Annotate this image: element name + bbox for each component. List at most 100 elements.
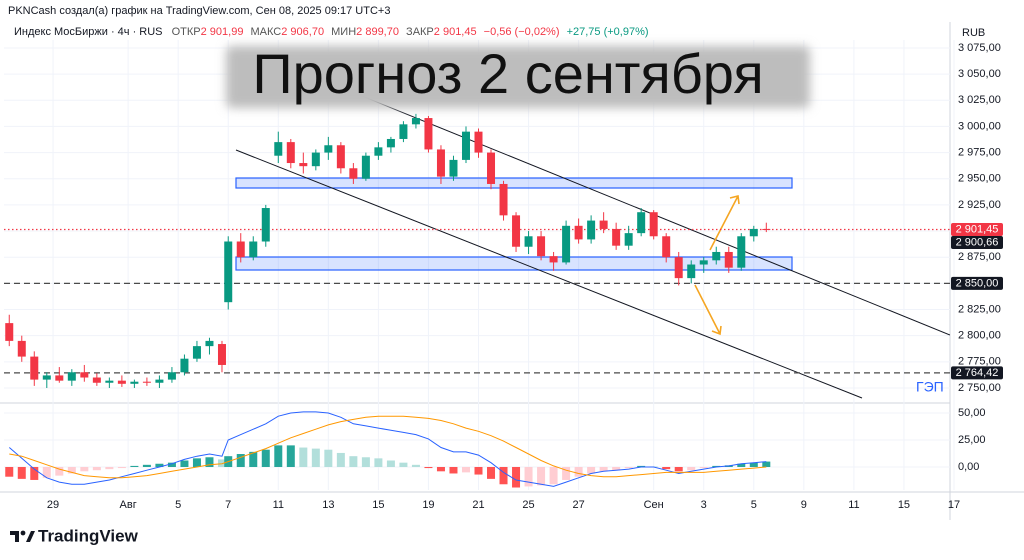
candle-body [142,381,151,383]
price-label-bg [951,276,1003,290]
histogram-bar [311,448,320,467]
x-tick-label: 7 [225,499,231,511]
candle-body [637,212,646,234]
ohlc-label: ОТКР [172,26,201,38]
candle-body [461,131,470,160]
zone [235,177,793,189]
x-tick-label: 15 [898,499,910,511]
candle-body [274,142,283,156]
histogram-bar [349,456,358,467]
histogram-bar [574,466,583,477]
y-tick-label: 2 800,00 [958,330,1001,342]
y-tick-label: 3 000,00 [958,120,1001,132]
histogram-bar [192,458,201,467]
histogram-bar [142,464,151,467]
change: −0,56 (−0,02%) [484,26,560,38]
candle-body [737,236,746,268]
change-since: +27,75 (+0,97%) [567,26,649,38]
candle-body [249,241,258,258]
logo-mark [10,531,19,542]
axes: 29 Авг 5 7 11 13 15 19 21 25 27 Сен 3 5 9 11 15 17 3 075,0… [47,42,1003,511]
histogram-bar [749,462,758,467]
candle-body [30,356,39,380]
histogram-bar [167,462,176,467]
x-tick-label: 19 [422,499,434,511]
ohlc-value: 2 899,70 [356,26,399,38]
candle-body [699,260,708,265]
channel-line [235,149,863,399]
histogram-bar [637,465,646,467]
indicator-line [9,415,767,479]
y-tick-label: 3 025,00 [958,94,1001,106]
logo-mark [26,531,35,542]
candle-body [537,236,546,257]
histogram-bar [436,466,445,472]
title-backdrop [226,46,810,108]
x-tick-label: Авг [120,499,137,511]
histogram-bar [662,466,671,470]
arrow-up [709,195,740,251]
channel-line [329,82,950,336]
arrow-down [694,284,722,336]
candle-body [155,379,164,383]
histogram-bar [474,466,483,475]
x-tick-label: 17 [948,499,960,511]
histogram-bar [712,465,721,467]
candle-body [449,159,458,177]
histogram-bar [236,454,245,467]
histogram-bar [42,466,51,478]
candle-body [524,236,533,247]
price-label-bg [951,223,1003,237]
histogram-bar [612,466,621,471]
histogram-bar [336,452,345,467]
indicator-line [8,411,767,487]
candle-body [105,380,114,383]
histogram-bar [674,466,683,472]
price-label: 2 764,42 [956,367,999,379]
candle-body [67,372,76,381]
candle-body [712,251,721,261]
x-tick-label: 9 [801,499,807,511]
x-tick-label: Сен [644,499,664,511]
y-tick-label: 2 925,00 [958,199,1001,211]
candle-body [349,168,358,179]
candle-body [474,131,483,153]
currency: RUB [962,27,985,39]
zone [235,256,793,271]
histogram-bar [599,466,608,472]
candle-body [512,215,521,247]
histogram-bar [562,466,571,480]
annotation: ГЭП [916,379,944,395]
x-tick-label: 5 [175,499,181,511]
candle-body [224,241,233,303]
histogram-bar [286,445,295,467]
histogram-bar [487,466,496,479]
price-label-bg [951,236,1003,250]
candle-body [499,183,508,216]
x-tick-label: 25 [522,499,534,511]
y-tick-label: 3 050,00 [958,68,1001,80]
x-tick-label: 11 [273,499,284,511]
x-tick-label: 3 [701,499,707,511]
histogram-bar [324,449,333,467]
histogram-bar [155,463,164,467]
histogram-bar [117,466,126,469]
chart-title: Прогноз 2 сентября [252,42,763,105]
histogram-bar [67,466,76,474]
ohlc-label: ЗАКР [406,26,434,38]
y-tick-label: 2 875,00 [958,251,1001,263]
histogram-bar [130,465,139,467]
candle-body [562,225,571,263]
candle-body [92,377,101,383]
logo-mark [20,530,26,536]
candle-body [612,228,621,246]
x-tick-label: 5 [751,499,757,511]
histogram-bar [399,462,408,467]
histogram-bar [762,461,771,467]
candle-body [662,236,671,258]
candle-body [399,124,408,139]
price-pane [4,113,950,388]
y-tick-label: 3 075,00 [958,42,1001,54]
histogram-bar [261,449,270,467]
candle-body [724,251,733,268]
